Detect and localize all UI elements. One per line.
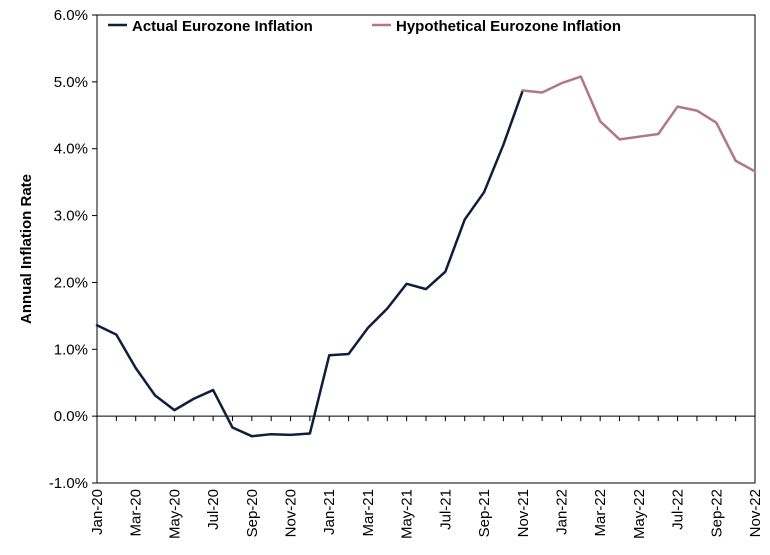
x-tick-label: Jul-22 — [670, 489, 687, 530]
x-axis: Jan-20 Mar-20 May-20 Jul-20 Sep-20 Nov-20 Jan-… — [89, 416, 764, 539]
y-tick-label: 2.0% — [54, 274, 88, 291]
y-tick-label: 6.0% — [54, 7, 88, 24]
actual-inflation-line — [95, 89, 525, 438]
plot-area — [96, 14, 756, 484]
x-tick-label: May-22 — [631, 489, 648, 539]
x-tick-label: Jan-22 — [553, 489, 570, 535]
x-tick-label: Mar-21 — [360, 489, 377, 537]
x-tick-label: May-21 — [399, 489, 416, 539]
x-tick-label: May-20 — [166, 489, 183, 539]
x-tick-label: Jan-21 — [321, 489, 338, 535]
legend: Actual Eurozone Inflation Hypothetical Eu… — [108, 18, 621, 35]
x-tick-label: Sep-20 — [244, 489, 261, 537]
legend-label: Hypothetical Eurozone Inflation — [396, 18, 621, 35]
y-axis: -1.0% 0.0% 1.0% 2.0% 3.0% 4.0% 5.0% 6.0% — [49, 7, 97, 492]
x-tick-label: Mar-20 — [128, 489, 145, 537]
x-tick-label: Nov-21 — [515, 489, 532, 537]
y-tick-label: 1.0% — [54, 341, 88, 358]
x-tick-label: Sep-22 — [708, 489, 725, 537]
y-tick-label: 5.0% — [54, 74, 88, 91]
x-tick-label: Jan-20 — [89, 489, 106, 535]
y-tick-label: 4.0% — [54, 141, 88, 158]
legend-label: Actual Eurozone Inflation — [132, 18, 313, 35]
y-tick-label: 3.0% — [54, 208, 88, 225]
x-tick-label: Jul-20 — [205, 489, 222, 530]
hypothetical-inflation-line — [521, 75, 757, 173]
x-tick-label: Nov-22 — [747, 489, 764, 537]
y-tick-label: 0.0% — [54, 408, 88, 425]
x-tick-label: Mar-22 — [592, 489, 609, 537]
x-tick-label: Sep-21 — [476, 489, 493, 537]
series-lines — [95, 75, 757, 438]
x-tick-label: Jul-21 — [437, 489, 454, 530]
x-tick-label: Nov-20 — [283, 489, 300, 537]
y-axis-title: Annual Inflation Rate — [18, 174, 35, 324]
y-tick-label: -1.0% — [49, 475, 88, 492]
plot-border — [96, 14, 756, 484]
